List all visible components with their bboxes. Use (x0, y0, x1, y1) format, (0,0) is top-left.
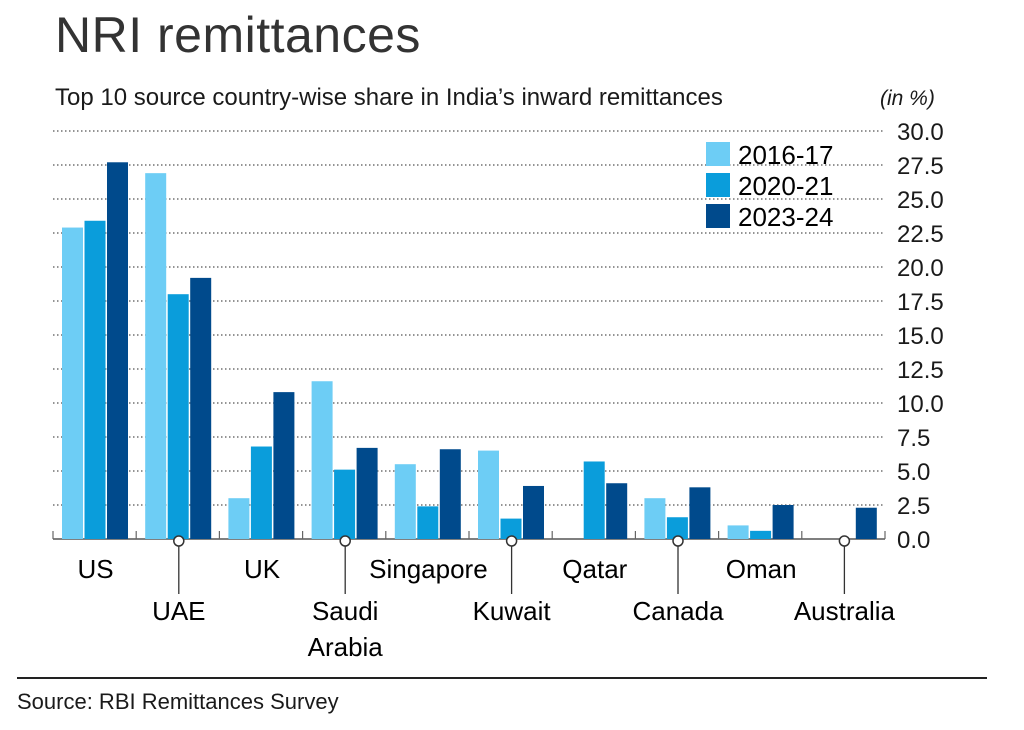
y-tick-label: 17.5 (897, 289, 944, 316)
bar-2016-17 (644, 498, 666, 539)
label-leader-marker (838, 535, 851, 547)
y-tick-label: 10.0 (897, 391, 944, 418)
y-tick-label: 2.5 (897, 493, 930, 520)
legend-label: 2023-24 (738, 202, 833, 232)
label-leader-marker (173, 535, 185, 547)
bar-2016-17 (145, 173, 167, 539)
bar-2020-21 (666, 517, 688, 539)
bar-2023-24 (439, 449, 461, 539)
x-category-label: UK (244, 554, 281, 584)
unit-label: (in %) (880, 87, 935, 110)
bar-2016-17 (478, 450, 499, 539)
x-category-label: Qatar (562, 554, 627, 584)
bar-2023-24 (772, 505, 794, 539)
x-category-label: Singapore (369, 554, 488, 584)
bar-2023-24 (273, 392, 295, 539)
legend-swatch (706, 173, 730, 197)
legend-swatch (706, 204, 730, 228)
bar-2016-17 (62, 227, 83, 539)
bar-2020-21 (167, 294, 189, 539)
bar-2023-24 (606, 483, 628, 539)
label-leader-marker (339, 535, 351, 547)
x-category-label: Canada (632, 596, 724, 626)
bar-2023-24 (689, 487, 711, 539)
bar-2023-24 (523, 485, 544, 539)
source-note: Source: RBI Remittances Survey (17, 689, 339, 714)
x-category-label: US (78, 554, 114, 584)
x-category-label: Kuwait (473, 596, 552, 626)
x-category-label: Oman (726, 554, 797, 584)
y-tick-label: 20.0 (897, 255, 944, 282)
bar-2016-17 (228, 498, 250, 539)
bar-2016-17 (727, 525, 749, 539)
bar-2020-21 (334, 469, 356, 539)
y-tick-label: 0.0 (897, 527, 930, 554)
y-tick-label: 15.0 (897, 323, 944, 350)
y-tick-label: 25.0 (897, 187, 944, 214)
bar-2023-24 (855, 507, 877, 539)
y-tick-label: 7.5 (897, 425, 930, 452)
bar-2016-17 (311, 381, 333, 539)
bar-2023-24 (190, 277, 212, 539)
x-category-label: Saudi (312, 596, 379, 626)
chart-title: NRI remittances (55, 7, 421, 63)
bar-2020-21 (417, 506, 439, 539)
legend-label: 2016-17 (738, 140, 833, 170)
label-leader-marker (672, 535, 684, 547)
y-tick-label: 12.5 (897, 357, 944, 384)
label-leader-marker (505, 535, 518, 547)
y-tick-label: 5.0 (897, 459, 930, 486)
x-category-label: Arabia (308, 632, 384, 662)
bar-2020-21 (250, 446, 272, 539)
bar-2020-21 (750, 530, 772, 539)
chart-subtitle: Top 10 source country-wise share in Indi… (55, 84, 723, 111)
bar-2023-24 (356, 447, 378, 539)
y-tick-label: 30.0 (897, 119, 944, 146)
y-tick-label: 27.5 (897, 153, 944, 180)
legend-label: 2020-21 (738, 171, 833, 201)
x-category-label: Australia (794, 596, 896, 626)
bar-2023-24 (107, 162, 128, 539)
bar-2020-21 (84, 220, 106, 539)
x-category-label: UAE (152, 596, 205, 626)
bar-2020-21 (500, 518, 522, 539)
bar-2016-17 (394, 464, 416, 539)
bar-2020-21 (583, 461, 605, 539)
y-tick-label: 22.5 (897, 221, 944, 248)
legend-swatch (706, 142, 730, 166)
divider (17, 677, 987, 679)
